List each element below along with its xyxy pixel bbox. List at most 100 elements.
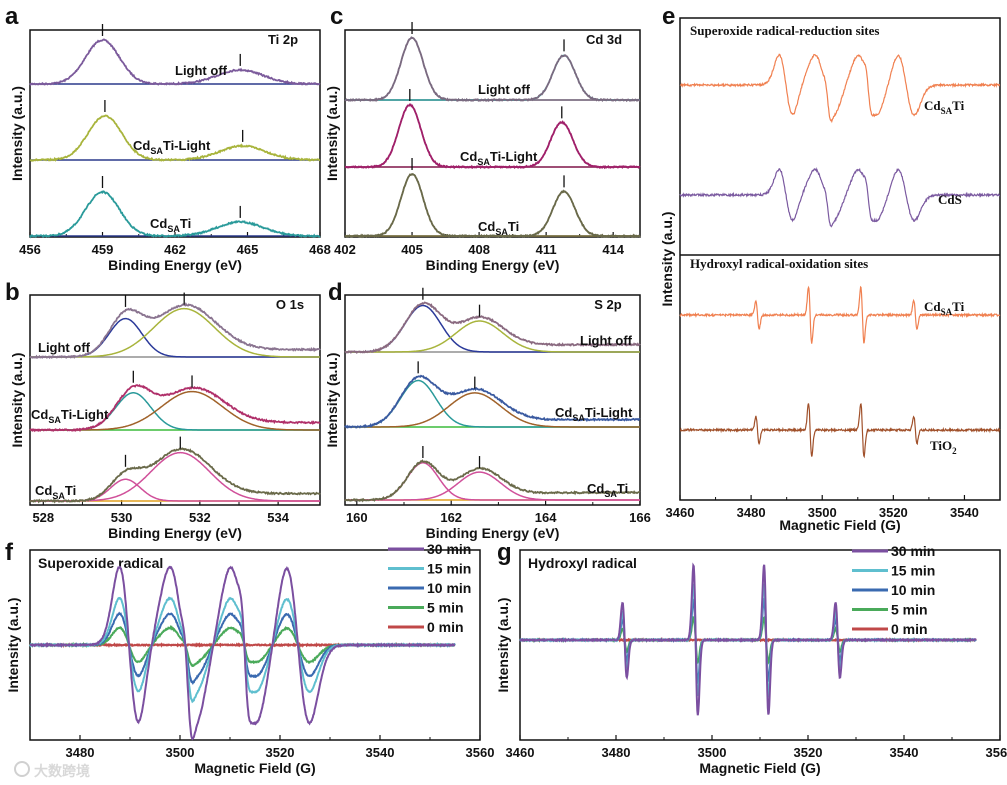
label-rest: Ti-Light — [163, 138, 211, 153]
epr-spectrum — [679, 166, 1001, 228]
legend-label: 0 min — [891, 621, 928, 637]
plot-frame — [344, 29, 641, 238]
envelope-curve — [29, 384, 321, 433]
trace: Light off — [29, 292, 321, 360]
x-tick-label: 3560 — [466, 745, 495, 760]
panel-letter: b — [5, 279, 20, 306]
y-axis-label: Intensity (a.u.) — [495, 598, 511, 693]
label-rest: Ti-Light — [585, 405, 633, 420]
x-tick-label: 3540 — [950, 505, 979, 520]
x-tick-label: 3520 — [266, 745, 295, 760]
plot-frame — [29, 29, 321, 238]
plot-frame — [679, 17, 1001, 501]
label-subscript: SA — [52, 491, 65, 501]
label-rest: Ti — [952, 98, 964, 113]
x-tick-label: 164 — [535, 510, 557, 525]
label-base: Cd — [924, 299, 941, 314]
label-rest: Ti-Light — [61, 407, 109, 422]
x-axis-label: Magnetic Field (G) — [194, 760, 315, 776]
label-subscript: SA — [941, 307, 953, 317]
x-tick-label: 528 — [32, 510, 54, 525]
trace-label: Light off — [38, 340, 91, 355]
panel-title: S 2p — [594, 297, 622, 312]
x-axis-label: Magnetic Field (G) — [699, 760, 820, 776]
x-tick-label: 3520 — [879, 505, 908, 520]
legend-label: 30 min — [427, 541, 471, 557]
legend: 30 min 15 min 10 min 5 min 0 min — [852, 543, 935, 637]
label-subscript: SA — [604, 489, 617, 499]
label-rest: Ti — [180, 216, 191, 231]
panel-e: 3460 3480 3500 3520 3540 Magnetic Field (G) In… — [659, 3, 1001, 533]
label-base: Cd — [31, 407, 48, 422]
y-axis-label: Intensity (a.u.) — [324, 86, 340, 181]
label-base: Cd — [35, 483, 52, 498]
label-subscript: SA — [572, 413, 585, 423]
panel-title: Cd 3d — [586, 32, 622, 47]
trace-label: CdSATi-Light — [460, 149, 538, 167]
x-tick-label: 3500 — [808, 505, 837, 520]
envelope-curve — [344, 103, 641, 170]
trace: Light off — [344, 22, 641, 103]
panel-letter: c — [330, 3, 343, 30]
panel-title: O 1s — [276, 297, 304, 312]
trace: CdSATi — [344, 446, 641, 503]
trace-label: CdS — [938, 192, 962, 207]
trace-label: CdSATi — [478, 219, 519, 237]
plot-frame — [29, 294, 321, 506]
trace-label: Light off — [175, 63, 228, 78]
panel-title: Ti 2p — [268, 32, 298, 47]
label-subscript: SA — [150, 146, 163, 156]
x-tick-label: 3540 — [890, 745, 919, 760]
label-rest: Ti — [508, 219, 519, 234]
y-axis-label: Intensity (a.u.) — [9, 353, 25, 448]
y-axis-label: Intensity (a.u.) — [9, 86, 25, 181]
envelope-curve — [344, 301, 641, 355]
trace: Light off — [29, 24, 321, 87]
epr-spectrum — [679, 403, 1001, 459]
x-tick-label: 3480 — [737, 505, 766, 520]
x-axis-label: Magnetic Field (G) — [779, 517, 900, 533]
x-axis-label: Binding Energy (eV) — [426, 257, 560, 273]
fit-component — [345, 392, 640, 428]
legend-label: 5 min — [891, 602, 928, 618]
x-tick-label: 3500 — [698, 745, 727, 760]
legend-label: 15 min — [891, 563, 935, 579]
x-tick-label: 465 — [237, 242, 259, 257]
trace-label: TiO2 — [930, 438, 957, 456]
label-base: TiO — [930, 438, 952, 453]
section-title: Superoxide radical-reduction sites — [690, 23, 879, 38]
label-rest: Ti — [617, 481, 628, 496]
envelope-curve — [29, 302, 321, 360]
envelope-curve — [344, 459, 641, 503]
label-base: CdS — [938, 192, 962, 207]
x-tick-label: 3560 — [986, 745, 1007, 760]
x-axis-label: Binding Energy (eV) — [108, 525, 242, 541]
plot-frame — [519, 549, 1001, 741]
trace: CdSATi — [29, 436, 321, 504]
x-tick-label: 468 — [309, 242, 331, 257]
legend-label: 10 min — [427, 580, 471, 596]
y-axis-label: Intensity (a.u.) — [659, 212, 675, 307]
x-tick-label: 162 — [440, 510, 462, 525]
legend-label: 30 min — [891, 543, 935, 559]
trace-label: CdSATi — [587, 481, 628, 499]
x-tick-label: 408 — [468, 242, 490, 257]
series-line — [30, 565, 455, 741]
x-tick-label: 459 — [92, 242, 114, 257]
panel-letter: e — [662, 3, 675, 30]
label-base: Cd — [150, 216, 167, 231]
x-tick-label: 3480 — [66, 745, 95, 760]
label-base: Light off — [175, 63, 228, 78]
label-base: Cd — [555, 405, 572, 420]
x-tick-label: 462 — [164, 242, 186, 257]
legend-label: 5 min — [427, 600, 464, 616]
label-rest: Ti — [952, 299, 964, 314]
label-base: Cd — [133, 138, 150, 153]
x-tick-label: 3500 — [166, 745, 195, 760]
trace-label: CdSATi — [150, 216, 191, 234]
x-tick-label: 532 — [189, 510, 211, 525]
trace: CdSATi-Light — [29, 100, 321, 162]
section-title: Hydroxyl radical-oxidation sites — [690, 256, 868, 271]
label-subscript: SA — [48, 415, 61, 425]
